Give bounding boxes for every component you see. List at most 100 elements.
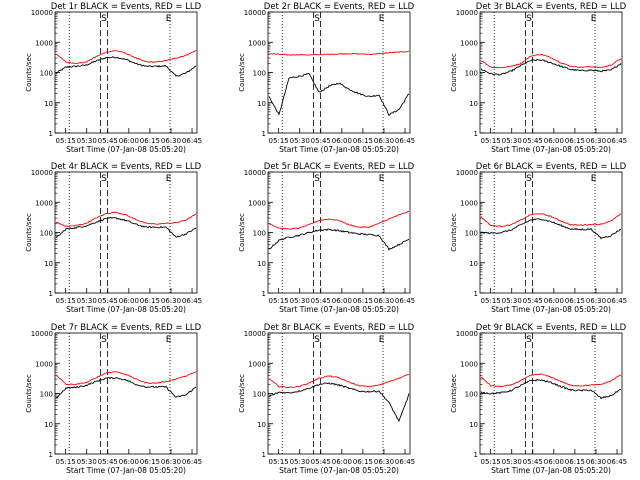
panel-title: Det 3r BLACK = Events, RED = LLD xyxy=(476,2,627,12)
panel-title: Det 6r BLACK = Events, RED = LLD xyxy=(476,162,627,172)
marker-label: E xyxy=(591,335,597,345)
y-tick-label: 100 xyxy=(465,230,478,238)
events-series-line xyxy=(480,378,622,400)
marker-label: E xyxy=(379,174,385,184)
events-series-line xyxy=(268,72,410,117)
y-tick-label: 1 xyxy=(49,130,53,138)
y-tick-label: 10000 xyxy=(31,330,53,338)
x-tick-label: 05:30 xyxy=(77,137,97,145)
y-axis-label: Counts/sec xyxy=(238,374,246,413)
x-tick-label: 06:15 xyxy=(353,297,373,305)
x-tick-label: 05:45 xyxy=(523,297,543,305)
x-tick-label: 05:15 xyxy=(269,297,289,305)
x-tick-label: 06:30 xyxy=(374,137,394,145)
x-tick-label: 06:00 xyxy=(544,458,564,466)
panel-title: Det 2r BLACK = Events, RED = LLD xyxy=(264,2,415,12)
x-tick-label: 05:15 xyxy=(56,458,76,466)
x-tick-label: 06:45 xyxy=(395,458,415,466)
x-tick-label: 06:30 xyxy=(586,137,606,145)
x-tick-label: 06:30 xyxy=(161,297,181,305)
y-tick-label: 10000 xyxy=(31,169,53,177)
y-tick-label: 1000 xyxy=(460,199,478,207)
y-tick-label: 1000 xyxy=(248,199,266,207)
x-tick-label: 06:15 xyxy=(353,458,373,466)
y-tick-label: 1 xyxy=(474,130,478,138)
plot-frame xyxy=(479,11,623,134)
marker-label: S xyxy=(314,14,320,24)
x-tick-label: 05:30 xyxy=(290,137,310,145)
y-tick-label: 10 xyxy=(257,260,266,268)
y-tick-label: 100 xyxy=(465,70,478,78)
x-axis-label: Start Time (07-Jan-08 05:05:20) xyxy=(491,466,611,475)
x-tick-label: 05:45 xyxy=(523,458,543,466)
lld-series-line xyxy=(480,53,622,69)
panel-title: Det 5r BLACK = Events, RED = LLD xyxy=(264,162,415,172)
marker-label: E xyxy=(166,14,172,24)
plot-frame xyxy=(54,11,198,134)
y-tick-label: 1 xyxy=(474,290,478,298)
x-tick-label: 05:30 xyxy=(502,137,522,145)
x-tick-label: 05:15 xyxy=(56,297,76,305)
y-tick-label: 10 xyxy=(44,100,53,108)
marker-label: S xyxy=(526,335,532,345)
events-series-line xyxy=(268,382,410,423)
events-series-line xyxy=(268,228,410,251)
y-tick-label: 1000 xyxy=(248,39,266,47)
y-tick-label: 10 xyxy=(469,421,478,429)
marker-label: S xyxy=(314,335,320,345)
marker-label: E xyxy=(166,335,172,345)
y-tick-label: 10 xyxy=(469,260,478,268)
x-tick-label: 05:45 xyxy=(311,137,331,145)
x-tick-label: 06:00 xyxy=(544,297,564,305)
x-axis-label: Start Time (07-Jan-08 05:05:20) xyxy=(491,145,611,154)
x-tick-label: 06:30 xyxy=(161,137,181,145)
x-tick-label: 05:15 xyxy=(481,458,501,466)
y-tick-label: 100 xyxy=(465,391,478,399)
y-tick-label: 100 xyxy=(253,70,266,78)
lld-series-line xyxy=(268,374,410,388)
x-tick-label: 05:15 xyxy=(269,458,289,466)
x-tick-label: 05:15 xyxy=(269,137,289,145)
x-tick-label: 05:45 xyxy=(311,297,331,305)
y-tick-label: 1000 xyxy=(248,360,266,368)
plot-frame xyxy=(479,332,623,455)
y-tick-label: 1000 xyxy=(460,360,478,368)
panel-title: Det 8r BLACK = Events, RED = LLD xyxy=(264,323,415,333)
y-tick-label: 10000 xyxy=(244,9,266,17)
x-tick-label: 05:30 xyxy=(290,297,310,305)
marker-label: S xyxy=(101,14,107,24)
detector-panel: Det 4r BLACK = Events, RED = LLD 1 10 100 10… xyxy=(25,162,202,314)
events-series-line xyxy=(480,58,622,76)
panel-title: Det 9r BLACK = Events, RED = LLD xyxy=(476,323,627,333)
lld-series-line xyxy=(55,211,197,227)
x-tick-label: 05:30 xyxy=(77,297,97,305)
plot-frame xyxy=(54,332,198,455)
lld-series-line xyxy=(268,210,410,230)
y-axis-label: Counts/sec xyxy=(25,213,33,252)
detector-panel: Det 5r BLACK = Events, RED = LLD 1 10 100 10… xyxy=(238,162,415,314)
lld-series-line xyxy=(268,50,410,56)
x-tick-label: 06:45 xyxy=(182,458,202,466)
x-tick-label: 05:15 xyxy=(481,137,501,145)
y-tick-label: 1 xyxy=(49,451,53,459)
x-tick-label: 06:30 xyxy=(161,458,181,466)
x-tick-label: 06:45 xyxy=(607,297,627,305)
y-axis-label: Counts/sec xyxy=(450,374,458,413)
y-tick-label: 10 xyxy=(257,100,266,108)
x-tick-label: 06:00 xyxy=(332,297,352,305)
y-tick-label: 100 xyxy=(253,230,266,238)
x-tick-label: 05:45 xyxy=(523,137,543,145)
detector-panel: Det 8r BLACK = Events, RED = LLD 1 10 100 10… xyxy=(238,323,415,475)
y-tick-label: 10000 xyxy=(31,9,53,17)
x-axis-label: Start Time (07-Jan-08 05:05:20) xyxy=(66,466,186,475)
events-series-line xyxy=(480,218,622,240)
marker-label: E xyxy=(166,174,172,184)
x-tick-label: 06:45 xyxy=(182,297,202,305)
x-tick-label: 06:45 xyxy=(607,458,627,466)
y-tick-label: 1 xyxy=(262,130,266,138)
y-axis-label: Counts/sec xyxy=(25,374,33,413)
x-tick-label: 06:15 xyxy=(565,458,585,466)
y-axis-label: Counts/sec xyxy=(450,213,458,252)
y-tick-label: 10000 xyxy=(244,169,266,177)
